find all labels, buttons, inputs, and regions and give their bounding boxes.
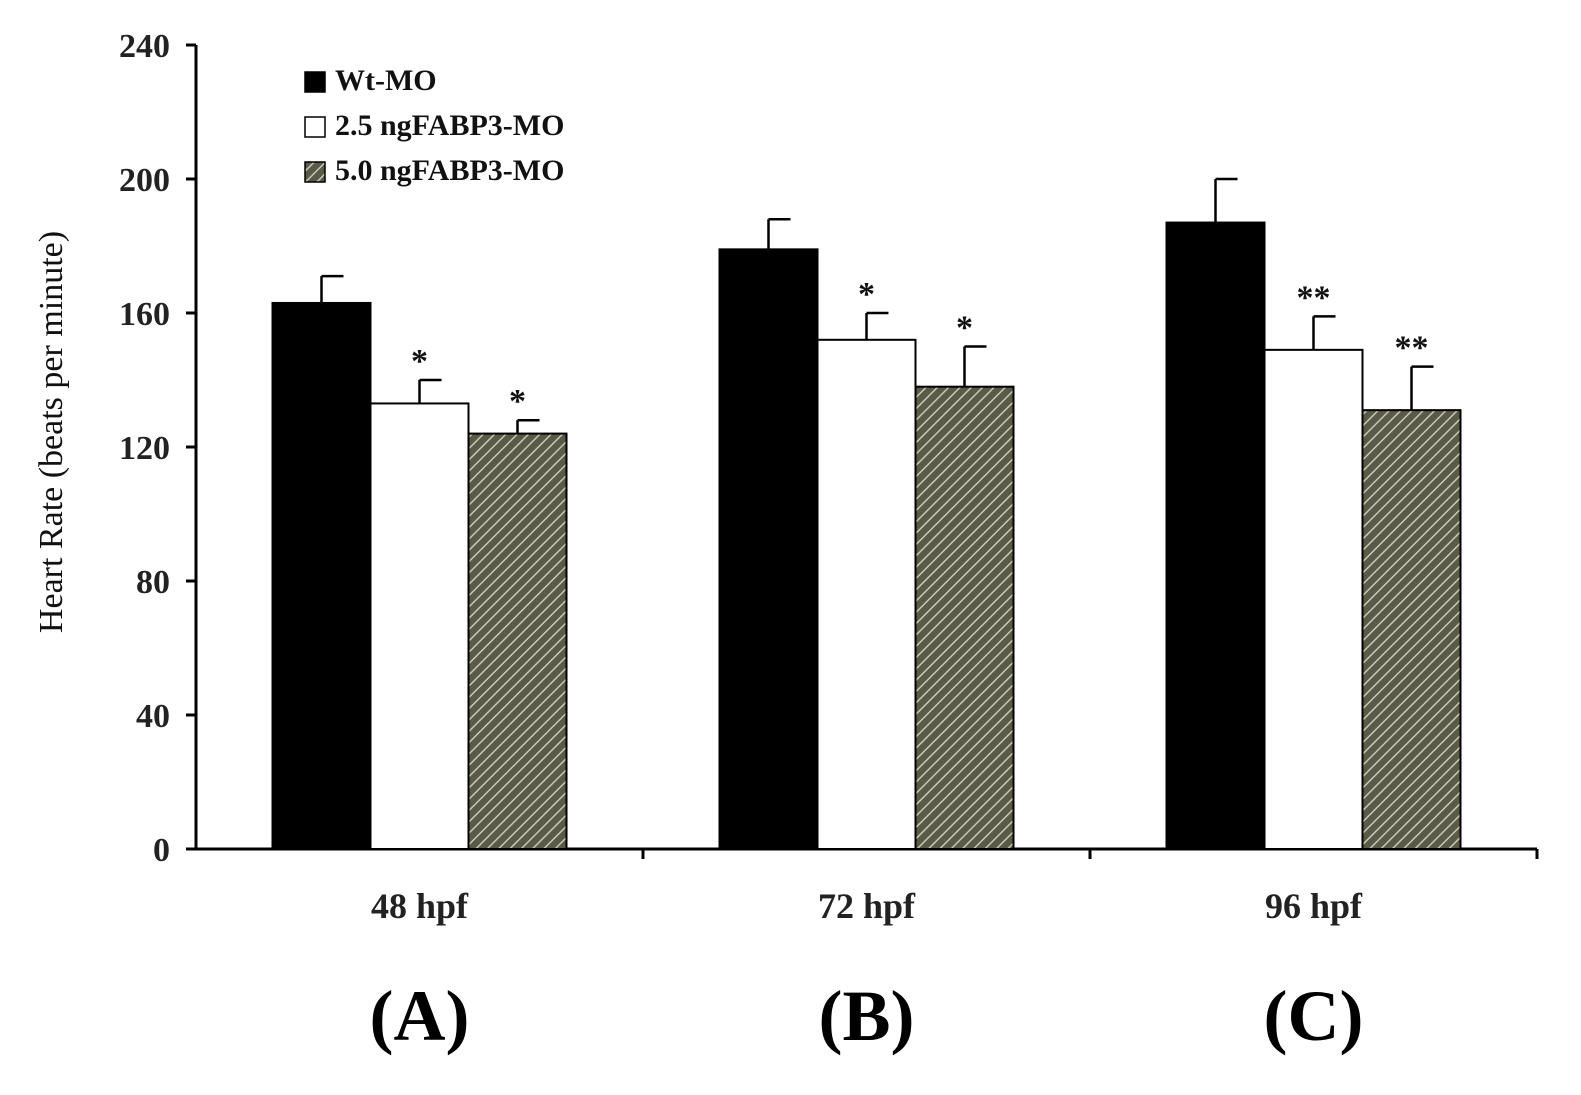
bar-3 — [1361, 409, 1462, 850]
legend-swatch — [304, 116, 326, 138]
significance-mark: ** — [1395, 330, 1429, 367]
bar-3 — [914, 385, 1015, 850]
y-tick-label: 240 — [119, 28, 170, 65]
y-tick-label: 160 — [119, 296, 170, 333]
error-bars — [320, 177, 1434, 434]
bar-1 — [718, 248, 819, 851]
bar-1 — [1165, 221, 1266, 851]
bar-3 — [467, 432, 568, 850]
y-tick-label: 80 — [136, 564, 170, 601]
y-tick-label: 200 — [119, 162, 170, 199]
legend-label: 2.5 ngFABP3-MO — [335, 109, 564, 142]
bar-1 — [271, 301, 372, 850]
y-tick-label: 40 — [136, 698, 170, 735]
legend-label: Wt-MO — [335, 64, 437, 97]
y-tick-label: 120 — [119, 430, 170, 467]
x-axis — [196, 847, 1539, 859]
panel-label: (B) — [819, 976, 915, 1056]
bars — [271, 221, 1462, 851]
legend-swatch — [304, 71, 326, 93]
y-axis-label: Heart Rate (beats per minute) — [33, 231, 70, 633]
x-category-label: 48 hpf — [371, 886, 469, 926]
significance-mark: * — [509, 383, 526, 420]
significance-mark: * — [858, 276, 875, 313]
category-labels: 48 hpf (A) 72 hpf (B) 96 hpf (C) — [370, 886, 1364, 1056]
significance-mark: * — [956, 310, 973, 347]
bar-2 — [816, 338, 917, 850]
legend: Wt-MO 2.5 ngFABP3-MO 5.0 ngFABP3-MO — [304, 64, 564, 187]
bar-2 — [1263, 348, 1364, 850]
significance-marks: ******** — [411, 276, 1429, 420]
significance-mark: * — [411, 343, 428, 380]
y-tick-label: 0 — [153, 832, 170, 869]
significance-mark: ** — [1297, 279, 1331, 316]
panel-label: (C) — [1264, 976, 1364, 1056]
x-category-label: 96 hpf — [1265, 886, 1363, 926]
panel-label: (A) — [370, 976, 470, 1056]
x-category-label: 72 hpf — [818, 886, 916, 926]
bar-2 — [369, 402, 470, 850]
y-axis: 0 40 80 120 160 200 240 — [119, 28, 198, 869]
legend-label: 5.0 ngFABP3-MO — [335, 154, 564, 187]
legend-swatch — [304, 161, 326, 183]
